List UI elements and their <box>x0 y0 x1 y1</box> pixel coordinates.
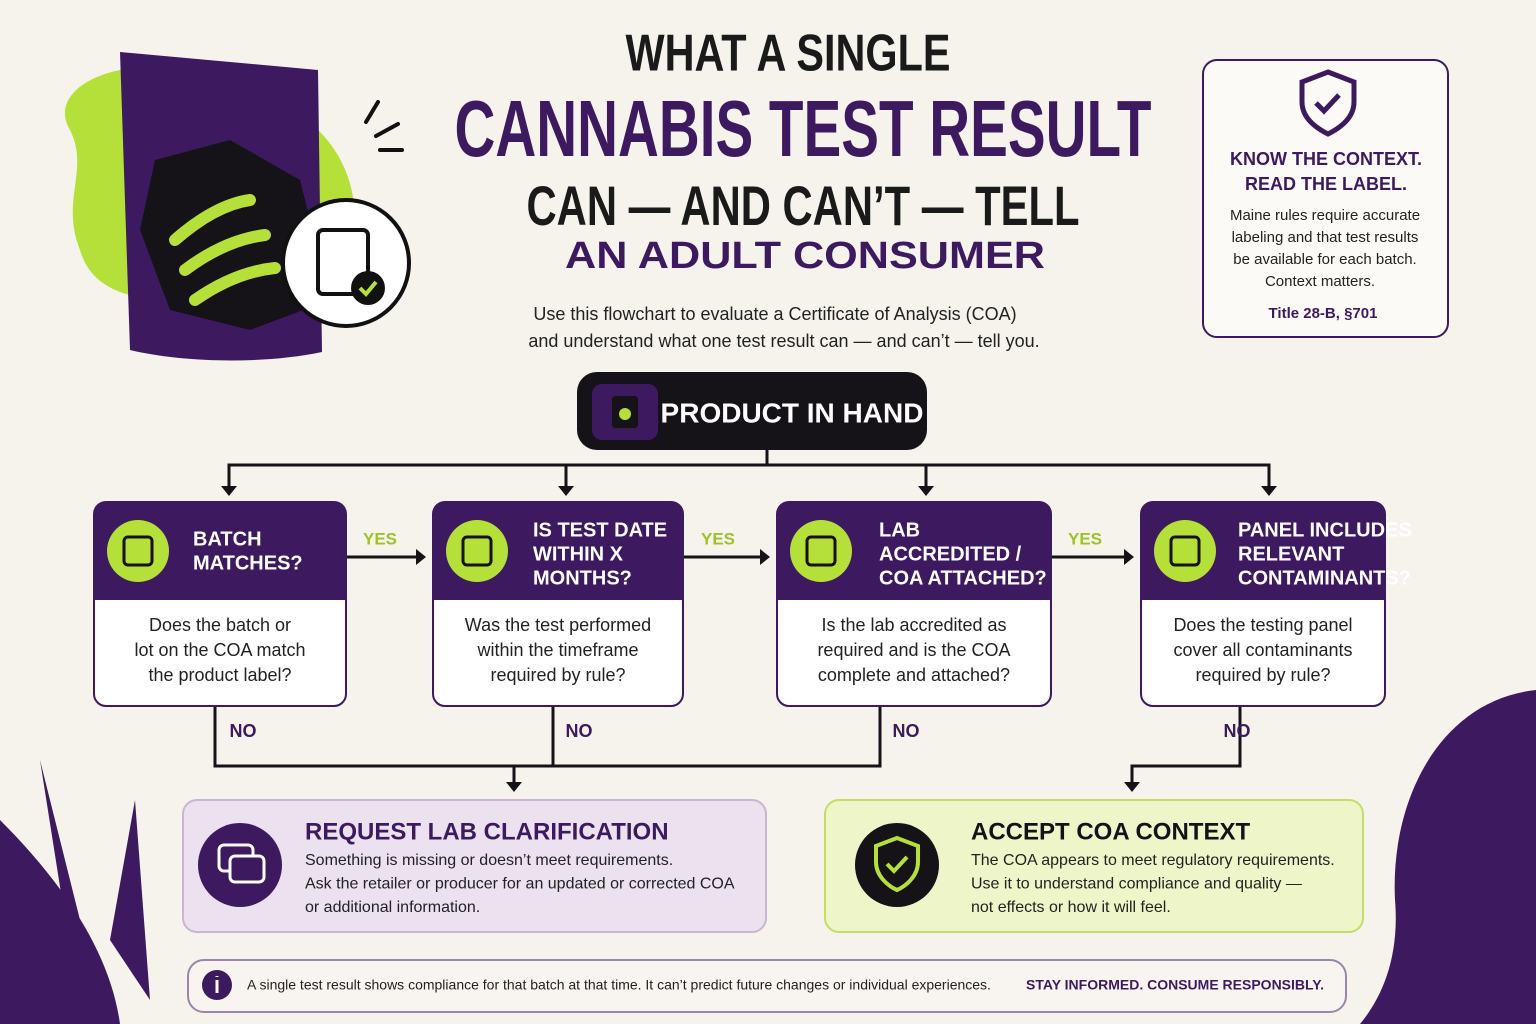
decision-body: lot on the COA match <box>134 640 305 660</box>
yes-label: YES <box>1068 529 1102 548</box>
context-body: labeling and that test results <box>1232 229 1419 246</box>
decision-title: COA ATTACHED? <box>879 567 1047 589</box>
context-body: Context matters. <box>1265 273 1375 290</box>
outcome-body: Ask the retailer or producer for an upda… <box>305 876 735 893</box>
no-label: NO <box>230 721 257 741</box>
decision-title: RELEVANT <box>1238 543 1344 565</box>
outcome-box <box>182 799 767 933</box>
footer-box <box>187 959 1347 1013</box>
start-node <box>577 372 927 450</box>
subtitle: AN ADULT CONSUMER <box>565 235 1045 277</box>
no-label: NO <box>893 721 920 741</box>
decision-title: PANEL INCLUDES <box>1238 519 1412 541</box>
decision-icon <box>805 535 837 567</box>
context-body: be available for each batch. <box>1233 251 1416 268</box>
start-icon <box>619 408 631 420</box>
decision-title: CONTAMINANTS? <box>1238 567 1411 589</box>
tagline: STAY INFORMED. CONSUME RESPONSIBLY. <box>1026 977 1324 993</box>
decision-icon <box>1169 535 1201 567</box>
decision-body: cover all contaminants <box>1173 640 1352 660</box>
outcome-body: not effects or how it will feel. <box>971 899 1171 916</box>
yes-label: YES <box>701 529 735 548</box>
intro: and understand what one test result can … <box>528 331 1039 351</box>
decision-icon <box>107 520 169 582</box>
outcome-icon <box>874 835 920 893</box>
decision-header <box>777 502 1051 600</box>
decision-title: BATCH <box>193 528 262 550</box>
citation: Title 28-B, §701 <box>1269 305 1378 322</box>
decision-icon <box>446 520 508 582</box>
footer-note: A single test result shows compliance fo… <box>247 977 991 993</box>
outcome-icon <box>228 854 266 884</box>
context-body: Maine rules require accurate <box>1230 207 1420 224</box>
decision-header <box>94 502 346 600</box>
blob <box>1360 690 1536 1024</box>
decision-body: required by rule? <box>1195 665 1330 685</box>
decision-body: complete and attached? <box>818 665 1010 685</box>
context-box <box>1202 59 1449 338</box>
decision-body: Does the testing panel <box>1173 615 1352 635</box>
outcome-body: Use it to understand compliance and qual… <box>971 876 1302 893</box>
decision-body: required and is the COA <box>817 640 1010 660</box>
decision-title: MATCHES? <box>193 552 303 574</box>
no-label: NO <box>1224 721 1251 741</box>
decision-icon <box>1154 520 1216 582</box>
leaf <box>0 760 150 1024</box>
decision-body: Was the test performed <box>465 615 651 635</box>
title: CANNABIS TEST RESULT <box>455 84 1152 173</box>
decision-body: the product label? <box>148 665 291 685</box>
context-title: KNOW THE CONTEXT. <box>1230 149 1422 169</box>
decision-title: ACCREDITED / <box>879 543 1022 565</box>
yes-label: YES <box>363 529 397 548</box>
outcome-box <box>824 799 1364 933</box>
decision-title: WITHIN X <box>533 543 624 565</box>
intro: Use this flowchart to evaluate a Certifi… <box>533 304 1016 324</box>
decision-icon <box>790 520 852 582</box>
decision-body: Is the lab accredited as <box>821 615 1006 635</box>
decision-icon <box>122 535 154 567</box>
title: CAN — AND CAN’T — TELL <box>527 174 1080 237</box>
shield-icon <box>1299 69 1357 137</box>
connectors <box>213 450 1271 785</box>
decision-body: within the timeframe <box>476 640 638 660</box>
no-label: NO <box>566 721 593 741</box>
decision-body: required by rule? <box>490 665 625 685</box>
decision-title: LAB <box>879 519 920 541</box>
decision-icon <box>461 535 493 567</box>
outcome-icon <box>885 855 909 874</box>
outcome-body: The COA appears to meet regulatory requi… <box>971 852 1335 869</box>
start-label: PRODUCT IN HAND <box>661 397 924 428</box>
decision-title: IS TEST DATE <box>533 519 667 541</box>
outcome-title: ACCEPT COA CONTEXT <box>971 818 1250 845</box>
outcome-body: or additional information. <box>305 899 480 916</box>
outcome-body: Something is missing or doesn’t meet req… <box>305 852 673 869</box>
context-title: READ THE LABEL. <box>1245 174 1407 194</box>
title: WHAT A SINGLE <box>626 25 951 83</box>
decision-title: MONTHS? <box>533 567 632 589</box>
outcome-title: REQUEST LAB CLARIFICATION <box>305 818 669 845</box>
product-bag <box>120 52 411 361</box>
check-icon <box>1314 93 1341 115</box>
decision-body: Does the batch or <box>149 615 291 635</box>
